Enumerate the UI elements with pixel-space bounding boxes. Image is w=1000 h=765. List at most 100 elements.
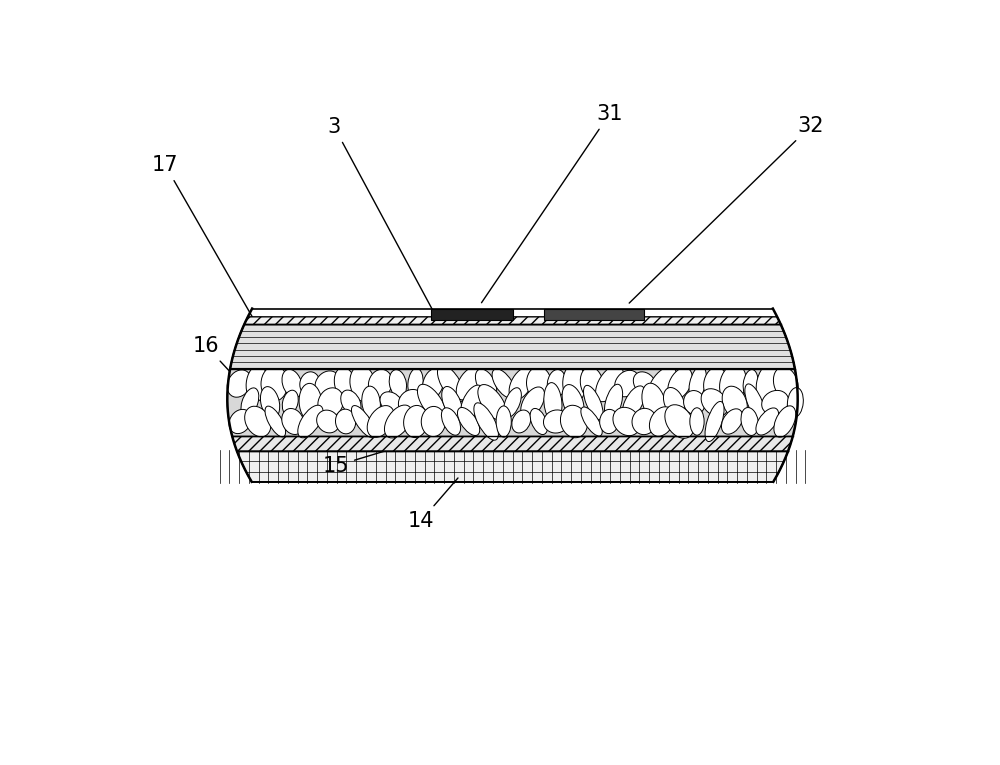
Ellipse shape [509,367,534,400]
Bar [431,308,512,321]
Ellipse shape [756,363,780,404]
Ellipse shape [417,384,446,421]
Ellipse shape [457,408,480,435]
Ellipse shape [721,409,743,435]
Ellipse shape [241,388,259,417]
Ellipse shape [282,369,302,398]
Ellipse shape [421,406,446,437]
Ellipse shape [299,383,322,422]
Ellipse shape [547,369,566,398]
Ellipse shape [265,406,286,437]
Ellipse shape [690,408,704,435]
Text: 32: 32 [629,116,824,303]
Polygon shape [230,324,795,369]
Ellipse shape [474,403,498,440]
Ellipse shape [604,384,623,421]
Ellipse shape [318,388,344,417]
Ellipse shape [562,385,584,421]
Ellipse shape [282,390,298,415]
Text: 15: 15 [323,451,386,476]
Ellipse shape [665,405,694,438]
Polygon shape [227,369,798,436]
Ellipse shape [701,389,728,416]
Ellipse shape [773,367,798,400]
Ellipse shape [456,367,481,400]
Ellipse shape [478,385,507,421]
Ellipse shape [475,369,497,398]
Ellipse shape [600,409,619,434]
Ellipse shape [756,408,779,435]
Ellipse shape [521,387,545,418]
Ellipse shape [745,384,765,421]
Text: 14: 14 [408,478,458,531]
Ellipse shape [246,366,268,402]
Ellipse shape [335,409,356,434]
Ellipse shape [437,365,464,402]
Ellipse shape [261,366,288,401]
Ellipse shape [642,383,666,422]
Ellipse shape [298,405,323,438]
Ellipse shape [684,391,705,415]
Bar [544,308,644,321]
Ellipse shape [341,390,361,415]
Ellipse shape [689,366,706,401]
Ellipse shape [632,409,657,435]
Ellipse shape [649,407,674,436]
Ellipse shape [504,388,521,418]
Ellipse shape [741,408,758,435]
Text: 31: 31 [482,104,623,303]
Ellipse shape [441,408,461,435]
Ellipse shape [633,372,656,396]
Ellipse shape [496,406,511,437]
Polygon shape [232,436,793,451]
Ellipse shape [527,366,551,400]
Ellipse shape [663,388,685,418]
Ellipse shape [423,369,444,399]
Ellipse shape [720,365,746,402]
Ellipse shape [622,386,645,419]
Ellipse shape [229,409,251,434]
Ellipse shape [563,364,586,403]
Ellipse shape [461,385,484,420]
Ellipse shape [398,389,425,415]
Text: 17: 17 [152,155,265,340]
Ellipse shape [704,367,727,400]
Polygon shape [237,451,788,482]
Ellipse shape [442,386,462,418]
Ellipse shape [581,407,602,436]
Ellipse shape [380,392,403,413]
Ellipse shape [512,410,531,433]
Ellipse shape [317,410,339,433]
Text: 16: 16 [193,337,290,436]
Ellipse shape [282,409,304,435]
Ellipse shape [334,367,356,399]
Ellipse shape [384,405,412,438]
Ellipse shape [584,386,603,420]
Ellipse shape [351,405,375,438]
Ellipse shape [367,405,394,438]
Ellipse shape [260,386,280,418]
Ellipse shape [543,410,569,433]
Ellipse shape [560,405,588,438]
Ellipse shape [389,369,407,398]
Ellipse shape [300,372,320,396]
Ellipse shape [544,382,562,422]
Ellipse shape [668,368,692,399]
Polygon shape [244,317,781,324]
Ellipse shape [362,386,380,419]
Ellipse shape [648,366,676,400]
Ellipse shape [705,402,724,441]
Ellipse shape [530,409,548,435]
Ellipse shape [368,369,392,398]
Ellipse shape [245,406,271,437]
Ellipse shape [315,371,340,396]
Ellipse shape [762,390,789,415]
Ellipse shape [580,367,603,400]
Ellipse shape [596,366,623,402]
Ellipse shape [615,370,640,397]
Ellipse shape [722,386,747,419]
Ellipse shape [408,368,423,399]
Ellipse shape [227,370,251,397]
Text: 3: 3 [328,117,434,312]
Ellipse shape [613,407,640,435]
